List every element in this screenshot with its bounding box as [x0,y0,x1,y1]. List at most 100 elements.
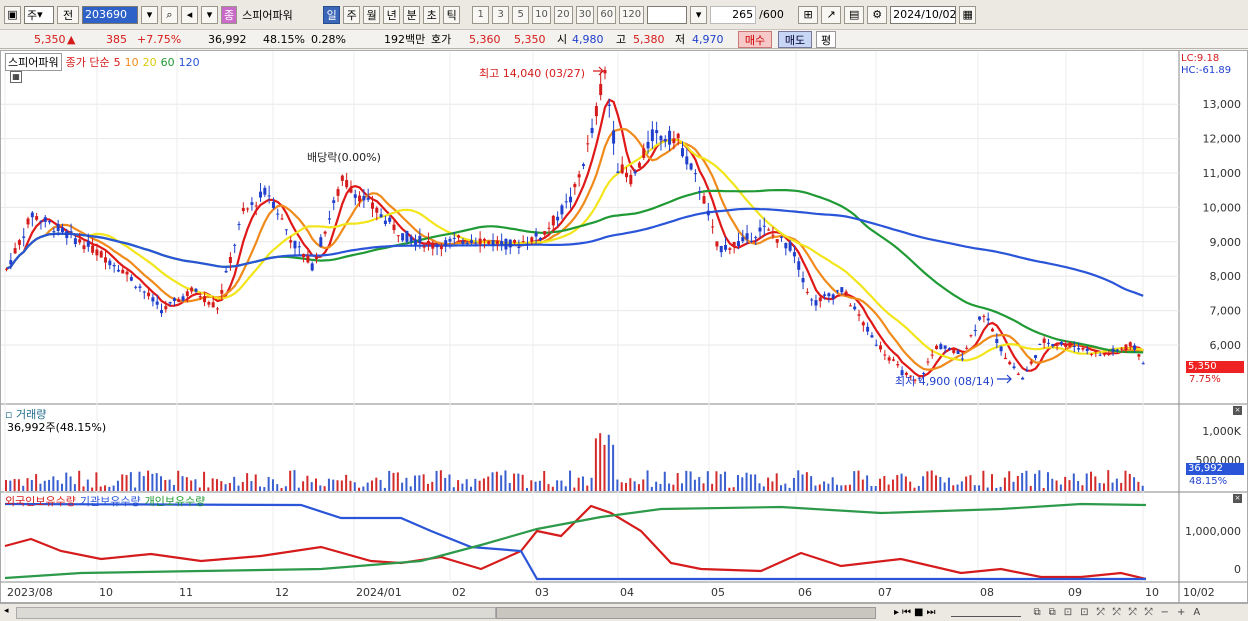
crosshair-icon[interactable]: ⤱ [1096,607,1105,618]
interval-30-button[interactable]: 30 [575,5,595,24]
period-second-button[interactable]: 초 [423,5,441,24]
gear-icon[interactable]: ⚙ [867,5,888,24]
chevron-down-icon[interactable]: ▾ [201,5,218,24]
individual-holding-line [4,502,1147,580]
candle-body [220,290,224,294]
candle-body [263,187,267,195]
rewind-icon[interactable]: ⏮ [902,607,912,618]
layout-d-icon[interactable]: ⊡ [1080,607,1089,618]
zoom-in-icon[interactable]: + [1176,607,1186,618]
zoom-slider[interactable] [951,609,1022,617]
interval-1-button[interactable]: 1 [472,5,490,24]
volume-bar [332,479,335,491]
period-year-button[interactable]: 년 [383,5,401,24]
candle-body [435,245,439,248]
volume-bar [835,484,838,491]
candle-body [1120,348,1124,350]
candle-body [930,354,934,356]
candle-body [73,238,77,245]
volume-bar [491,472,494,491]
institution-holding-label: 기관보유수량 [79,495,141,508]
volume-bar [741,477,744,491]
interval-5-button[interactable]: 5 [512,5,530,24]
buy-button[interactable]: 매수 [738,31,772,48]
interval-input[interactable] [647,5,688,24]
candle-body [530,237,534,242]
volume-bar [1124,470,1127,491]
layout-c-icon[interactable]: ⊡ [1063,607,1073,618]
volume-bar [69,476,72,491]
layout-icon[interactable]: ▣ [4,5,21,24]
volume-bar [370,480,373,491]
period-minute-button[interactable]: 분 [403,5,421,24]
interval-10-button[interactable]: 10 [532,5,551,24]
calendar-icon[interactable]: ▦ [959,5,977,24]
sell-button[interactable]: 매도 [778,31,812,48]
layout-a-icon[interactable]: ⧉ [1033,607,1041,618]
speaker-icon[interactable]: ◂ [181,5,198,24]
interval-120-button[interactable]: 120 [619,5,645,24]
candle-body [125,271,129,275]
layout-b-icon[interactable]: ⧉ [1048,607,1056,618]
forward-icon[interactable]: ⏭ [926,607,936,618]
chart-area[interactable]: 13,000 12,000 11,000 10,000 9,000 8,000 7,000 6… [0,50,1248,603]
period-month-button[interactable]: 월 [363,5,381,24]
chart-settings-icon[interactable]: ⊞ [798,5,819,24]
tool-c-icon[interactable]: ⤱ [1144,607,1153,618]
scroll-left-icon[interactable]: ◂ [4,605,9,616]
period-tick-button[interactable]: 틱 [443,5,461,24]
candle-body [724,245,728,250]
volume-bar [625,482,628,491]
candle-body [904,372,908,375]
save-icon[interactable]: ▤ [844,5,865,24]
interval-20-button[interactable]: 20 [553,5,573,24]
tool-b-icon[interactable]: ⤱ [1128,607,1137,618]
prev-button[interactable]: 전 [57,5,79,24]
volume-bar [543,470,546,491]
stop-icon[interactable]: ■ [914,607,924,618]
volume-bar [909,481,912,491]
volume-bar [754,474,757,491]
candle-body [1124,344,1128,350]
price-panel-title[interactable]: 스피어파워 [5,53,62,71]
period-day-button[interactable]: 일 [323,5,341,24]
volume-close-icon[interactable]: × [1233,406,1242,415]
candle-body [607,104,611,106]
drawing-tool-icon[interactable]: ↗ [821,5,842,24]
x-tick-label: 2024/01 [356,586,402,599]
volume-bar [500,475,503,491]
volume-bar [340,480,343,491]
high-price: 5,380 [633,33,665,46]
volume-bar [1016,475,1019,491]
stock-code-input[interactable]: 203690 [82,5,138,24]
dropdown-icon[interactable]: ▾ [141,5,158,24]
zoom-out-icon[interactable]: − [1160,607,1169,618]
volume-bar [745,472,748,491]
market-select[interactable]: 주 ▾ [24,5,54,24]
search-icon[interactable]: ⌕ [161,5,178,24]
chart-canvas[interactable]: 13,000 12,000 11,000 10,000 9,000 8,000 7,000 6… [1,51,1247,602]
volume-bar [392,472,395,491]
volume-bar [642,479,645,491]
font-icon[interactable]: A [1193,607,1201,618]
play-icon[interactable]: ▸ [894,607,900,618]
interval-60-button[interactable]: 60 [597,5,617,24]
volume-bar [30,479,33,491]
volume-bar [913,487,916,491]
volume-bar [147,470,150,491]
table-icon[interactable]: ▦ [10,71,22,83]
tool-a-icon[interactable]: ⤱ [1112,607,1121,618]
period-week-button[interactable]: 주 [343,5,361,24]
holding-close-icon[interactable]: × [1233,494,1242,503]
date-input[interactable]: 2024/10/02 [890,5,957,24]
candle-body [22,236,26,238]
volume-bar [930,470,933,491]
volume-bar [698,477,701,491]
interval-3-button[interactable]: 3 [492,5,510,24]
hc-value: HC:-61.89 [1181,65,1232,76]
scroll-track[interactable] [16,606,496,619]
eval-button[interactable]: 평 [816,31,836,48]
scroll-thumb[interactable] [496,606,876,619]
count-input[interactable]: 265 [710,5,757,24]
interval-dropdown-icon[interactable]: ▾ [690,5,708,24]
